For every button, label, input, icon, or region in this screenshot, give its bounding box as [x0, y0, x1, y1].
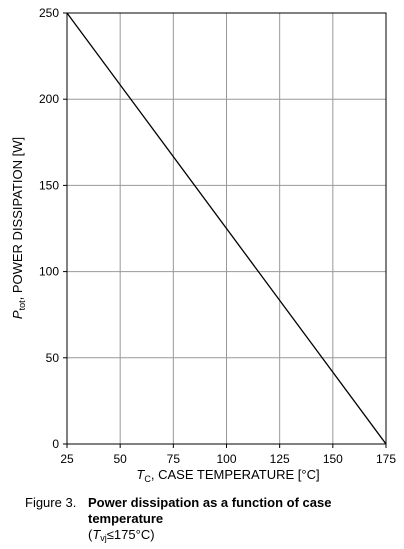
x-label-symbol: T: [136, 467, 145, 482]
y-tick-label: 0: [52, 437, 59, 451]
caption-title: Power dissipation as a function of case …: [88, 495, 332, 526]
x-label-subscript: C: [144, 474, 151, 484]
caption-condition: ≤175°C): [106, 527, 155, 542]
caption-open: (: [88, 527, 93, 542]
chart: Ptot, POWER DISSIPATION [W] TC, CASE TEM…: [10, 6, 396, 484]
y-axis-label: Ptot, POWER DISSIPATION [W]: [10, 137, 27, 319]
x-tick-label: 25: [60, 452, 74, 466]
caption-number: Figure 3.: [25, 495, 77, 510]
y-tick-label: 250: [39, 6, 59, 20]
y-label-symbol: P: [10, 310, 25, 319]
x-tick-label: 175: [376, 452, 396, 466]
caption-body: Power dissipation as a function of case …: [88, 495, 378, 546]
caption-symbol: T: [92, 527, 101, 542]
x-label-text: , CASE TEMPERATURE [°C]: [151, 467, 320, 482]
x-tick-label: 50: [113, 452, 127, 466]
y-tick-label: 100: [39, 265, 59, 279]
x-tick-label: 100: [216, 452, 236, 466]
y-tick-label: 200: [39, 92, 59, 106]
caption-subscript: vj: [100, 533, 107, 543]
x-tick-label: 150: [323, 452, 343, 466]
caption: Figure 3. Power dissipation as a functio…: [25, 495, 378, 546]
y-label-text: , POWER DISSIPATION [W]: [10, 137, 25, 300]
data-line: [66, 12, 387, 445]
plot-frame: [66, 12, 387, 445]
y-tick-label: 50: [46, 351, 60, 365]
x-tick-label: 75: [167, 452, 181, 466]
y-tick-label: 150: [39, 178, 59, 192]
x-axis-label: TC, CASE TEMPERATURE [°C]: [136, 467, 319, 484]
y-label-subscript: tot: [17, 300, 27, 311]
x-tick-label: 125: [270, 452, 290, 466]
